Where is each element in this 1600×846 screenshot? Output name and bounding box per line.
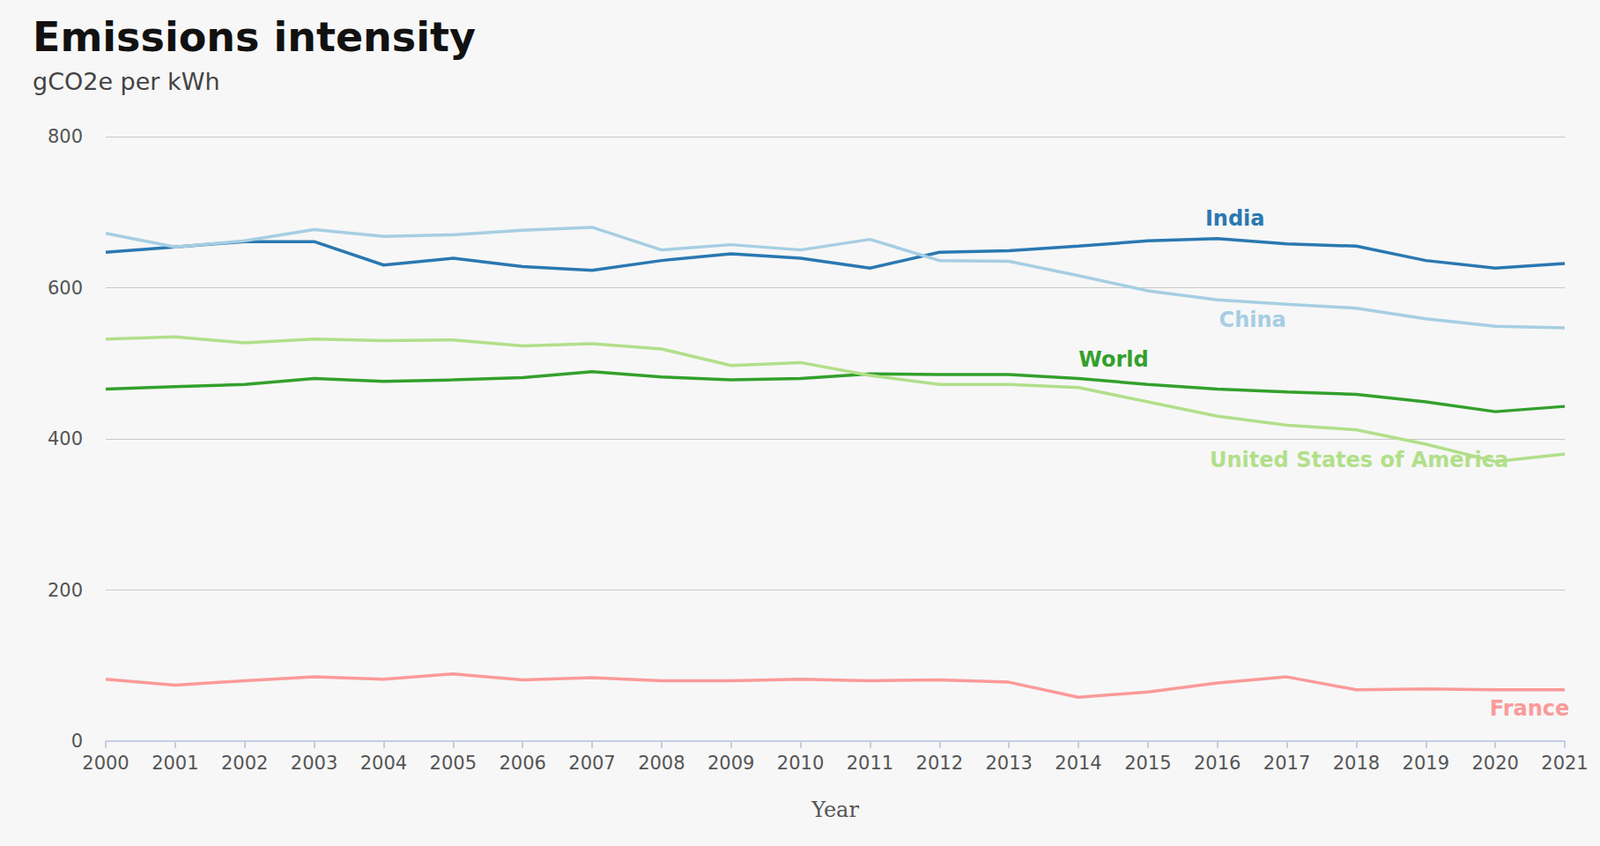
svg-text:200: 200 xyxy=(47,579,83,601)
svg-text:2021: 2021 xyxy=(1540,752,1588,774)
svg-text:2018: 2018 xyxy=(1333,752,1380,774)
svg-text:2014: 2014 xyxy=(1054,752,1102,774)
svg-text:Emissions intensity: Emissions intensity xyxy=(32,13,476,61)
svg-text:2015: 2015 xyxy=(1124,752,1171,774)
svg-text:600: 600 xyxy=(47,277,83,299)
svg-text:2010: 2010 xyxy=(777,752,824,774)
svg-text:2013: 2013 xyxy=(985,752,1032,774)
svg-text:Year: Year xyxy=(810,797,860,823)
svg-text:2005: 2005 xyxy=(429,752,477,774)
svg-text:gCO2e per kWh: gCO2e per kWh xyxy=(32,67,221,96)
svg-text:France: France xyxy=(1489,696,1570,721)
svg-text:2016: 2016 xyxy=(1193,752,1241,774)
svg-text:World: World xyxy=(1078,347,1149,372)
svg-text:2020: 2020 xyxy=(1471,752,1519,774)
svg-text:800: 800 xyxy=(47,125,83,148)
svg-text:2000: 2000 xyxy=(81,752,129,774)
svg-text:2002: 2002 xyxy=(221,752,268,774)
svg-text:400: 400 xyxy=(47,428,83,450)
svg-text:2011: 2011 xyxy=(846,752,894,774)
svg-text:2006: 2006 xyxy=(498,752,546,774)
svg-text:2003: 2003 xyxy=(290,752,338,774)
svg-text:2001: 2001 xyxy=(151,752,199,774)
svg-text:United States of America: United States of America xyxy=(1209,447,1509,473)
svg-text:0: 0 xyxy=(71,730,83,752)
svg-text:2012: 2012 xyxy=(916,752,963,774)
svg-text:2004: 2004 xyxy=(360,752,408,774)
svg-text:2008: 2008 xyxy=(637,752,685,774)
svg-text:2009: 2009 xyxy=(707,752,755,774)
svg-text:2007: 2007 xyxy=(568,752,615,774)
svg-text:China: China xyxy=(1219,307,1287,333)
svg-text:2017: 2017 xyxy=(1263,752,1311,774)
svg-text:2019: 2019 xyxy=(1402,752,1450,774)
svg-text:India: India xyxy=(1205,206,1266,231)
